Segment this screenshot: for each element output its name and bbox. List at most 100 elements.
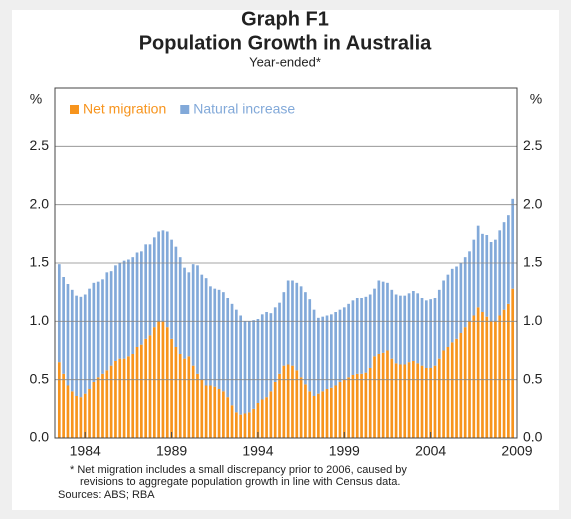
legend-label: Net migration xyxy=(83,101,166,117)
bar-segment xyxy=(196,373,199,438)
bar-segment xyxy=(368,368,372,438)
bar-segment xyxy=(144,338,148,438)
bar-segment xyxy=(342,307,346,380)
bar-segment xyxy=(412,361,415,438)
bar-segment xyxy=(364,296,368,373)
y2-tick-label: 1.0 xyxy=(523,312,543,328)
bar-segment xyxy=(295,370,299,438)
bar-segment xyxy=(118,263,122,359)
bar-segment xyxy=(183,358,186,438)
bar-segment xyxy=(247,321,251,413)
bar-segment xyxy=(429,299,432,368)
y-unit-right: % xyxy=(530,91,542,107)
bar-segment xyxy=(131,257,135,354)
bar-segment xyxy=(269,391,273,438)
bar-segment xyxy=(66,385,70,438)
bar-segment xyxy=(450,268,454,343)
bar-segment xyxy=(381,281,385,353)
bar-segment xyxy=(325,315,329,389)
legend-swatch xyxy=(70,105,79,114)
bar-segment xyxy=(217,289,221,389)
bar-segment xyxy=(152,327,156,438)
bar-segment xyxy=(109,365,113,438)
bar-segment xyxy=(498,230,502,316)
y2-tick-label: 1.5 xyxy=(523,254,543,270)
bar-segment xyxy=(140,344,143,438)
bar-segment xyxy=(317,317,320,394)
bar-segment xyxy=(433,298,437,366)
bar-segment xyxy=(329,314,333,388)
bar-segment xyxy=(213,288,217,387)
bar-segment xyxy=(334,312,337,386)
bar-segment xyxy=(70,391,74,438)
bar-segment xyxy=(114,361,117,438)
bar-segment xyxy=(183,267,186,359)
bar-segment xyxy=(235,412,238,438)
bar-segment xyxy=(299,286,303,378)
bar-segment xyxy=(472,239,476,316)
bar-segment xyxy=(118,358,122,438)
bar-segment xyxy=(265,397,268,438)
bar-segment xyxy=(83,393,87,438)
bar-segment xyxy=(200,274,204,380)
bar-segment xyxy=(260,399,264,438)
bar-segment xyxy=(213,386,217,438)
bar-segment xyxy=(420,365,424,438)
plot-frame xyxy=(54,87,518,439)
bar-segment xyxy=(217,389,221,438)
bar-segment xyxy=(489,242,493,322)
bar-segment xyxy=(295,282,299,371)
bar-segment xyxy=(88,288,91,389)
bar-segment xyxy=(338,309,342,382)
bar-segment xyxy=(502,309,506,438)
bar-segment xyxy=(165,327,169,438)
bar-segment xyxy=(101,279,104,374)
bar-segment xyxy=(347,303,350,378)
bar-segment xyxy=(96,377,100,438)
bar-segment xyxy=(377,280,381,354)
bar-segment xyxy=(191,365,195,438)
x-tick-label: 1989 xyxy=(156,443,187,459)
bar-segment xyxy=(481,233,484,312)
bar-segment xyxy=(226,298,230,398)
bar-segment xyxy=(472,315,476,438)
bar-segment xyxy=(433,365,437,438)
bar-segment xyxy=(226,397,230,438)
bar-segment xyxy=(455,338,458,438)
bar-segment xyxy=(390,358,394,438)
bar-segment xyxy=(317,393,320,438)
bar-segment xyxy=(308,299,312,392)
bar-segment xyxy=(135,252,139,347)
bar-segment xyxy=(204,385,208,438)
bar-segment xyxy=(390,289,394,359)
bar-segment xyxy=(416,363,420,438)
bar-segment xyxy=(442,280,445,351)
bar-segment xyxy=(485,235,489,317)
bar-segment xyxy=(381,352,385,438)
bar-segment xyxy=(235,309,238,413)
bar-segment xyxy=(148,244,152,336)
bar-segment xyxy=(243,321,247,414)
bar-segment xyxy=(247,412,251,438)
bar-segment xyxy=(455,266,458,339)
bar-segment xyxy=(105,370,109,438)
bar-segment xyxy=(109,271,113,366)
bar-segment xyxy=(437,289,441,359)
y-tick-label: 0.0 xyxy=(30,429,50,445)
bar-segment xyxy=(424,300,428,368)
bar-segment xyxy=(429,368,432,438)
bar-segment xyxy=(265,312,268,398)
chart-subtitle: Population Growth in Australia xyxy=(139,32,432,54)
bar-segment xyxy=(502,222,506,310)
bar-segment xyxy=(437,358,441,438)
bar-segment xyxy=(114,265,117,361)
bar-segment xyxy=(355,373,359,438)
bar-segment xyxy=(507,303,510,438)
bar-segment xyxy=(187,272,191,357)
bar-segment xyxy=(66,284,70,386)
bar-segment xyxy=(83,294,87,394)
bar-segment xyxy=(135,347,139,438)
bar-segment xyxy=(446,274,450,347)
bar-segment xyxy=(122,358,126,438)
